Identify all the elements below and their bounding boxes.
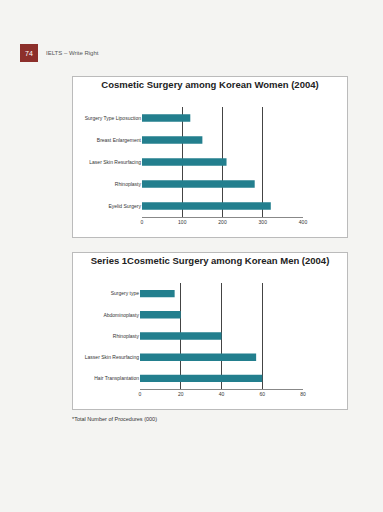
svg-text:Cosmetic Surgery among Korean: Cosmetic Surgery among Korean Women (200… (101, 79, 318, 90)
svg-text:Eyelid Surgery: Eyelid Surgery (108, 203, 141, 209)
svg-text:300: 300 (259, 219, 268, 225)
svg-text:400: 400 (299, 219, 308, 225)
svg-text:0: 0 (139, 391, 142, 397)
svg-text:60: 60 (259, 391, 265, 397)
svg-text:100: 100 (178, 219, 187, 225)
html-text:*Total Number of Procedures (0: *Total Number of Procedures (000) (72, 416, 157, 422)
svg-text:Hair Transplantation: Hair Transplantation (94, 375, 139, 381)
svg-text:80: 80 (300, 391, 306, 397)
svg-text:Series 1Cosmetic Surgery among: Series 1Cosmetic Surgery among Korean Me… (91, 255, 330, 266)
html-text:IELTS – Write Right: IELTS – Write Right (46, 50, 99, 56)
svg-text:40: 40 (219, 391, 225, 397)
svg-text:20: 20 (178, 391, 184, 397)
svg-text:Laser Skin Resurfacing: Laser Skin Resurfacing (89, 159, 141, 165)
svg-text:Rhinoplasty: Rhinoplasty (115, 181, 142, 187)
svg-text:Surgery type: Surgery type (111, 290, 140, 296)
html-text:74: 74 (25, 49, 33, 57)
svg-text:Rhinoplasty: Rhinoplasty (113, 333, 140, 339)
svg-text:Lasser Skin Resurfacing: Lasser Skin Resurfacing (85, 354, 139, 360)
svg-text:200: 200 (218, 219, 227, 225)
svg-text:Surgery Type Liposuction: Surgery Type Liposuction (85, 115, 142, 121)
svg-text:Abdominoplasty: Abdominoplasty (103, 312, 139, 318)
svg-text:Breast Enlargement: Breast Enlargement (97, 137, 142, 143)
svg-text:0: 0 (141, 219, 144, 225)
